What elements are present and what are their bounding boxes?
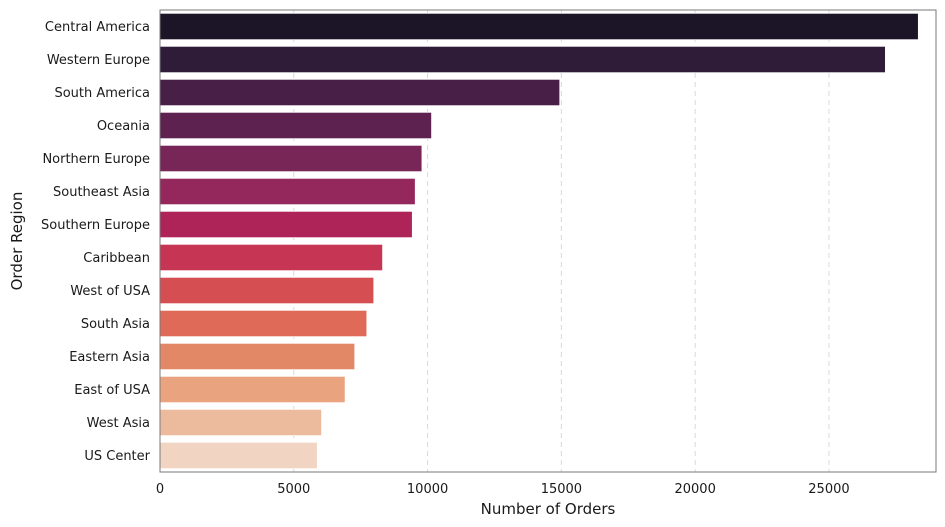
bar-9 (159, 309, 368, 338)
bar-4 (159, 144, 423, 173)
x-tick-label: 15000 (541, 482, 582, 497)
y-tick-label: Oceania (97, 119, 150, 134)
bar-8 (159, 276, 375, 305)
x-tick-label: 0 (156, 482, 164, 497)
x-tick-label: 10000 (407, 482, 448, 497)
bar-7 (159, 243, 384, 272)
bar-10 (159, 342, 356, 371)
bar-6 (159, 210, 413, 239)
x-tick-label: 25000 (808, 482, 849, 497)
y-tick-label: Western Europe (47, 53, 150, 68)
y-tick-label: Southern Europe (41, 218, 150, 233)
bar-13 (159, 441, 318, 470)
y-tick-label: Caribbean (83, 251, 150, 266)
plot-frame (159, 9, 937, 473)
y-tick-label: Central America (45, 20, 150, 35)
y-tick-label: East of USA (74, 383, 150, 398)
bars (159, 12, 919, 470)
bar-2 (159, 78, 561, 107)
bar-5 (159, 177, 416, 206)
bar-11 (159, 375, 346, 404)
y-tick-label: South Asia (81, 317, 150, 332)
y-axis-title: Order Region (8, 192, 26, 291)
x-axis-title: Number of Orders (481, 500, 616, 518)
x-tick-label: 5000 (277, 482, 310, 497)
y-tick-label: Eastern Asia (69, 350, 150, 365)
bar-3 (159, 111, 433, 140)
y-tick-label: US Center (84, 449, 150, 464)
x-tick-label: 20000 (674, 482, 715, 497)
bar-1 (159, 45, 886, 74)
y-tick-label: Southeast Asia (53, 185, 150, 200)
y-tick-label: West of USA (70, 284, 150, 299)
bar-0 (159, 12, 919, 41)
bar-12 (159, 408, 323, 437)
y-tick-label: Northern Europe (42, 152, 150, 167)
y-tick-labels: Central America Western Europe South Ameri… (41, 20, 151, 464)
y-tick-label: South America (54, 86, 150, 101)
y-tick-label: West Asia (87, 416, 150, 431)
x-tick-labels: 0 5000 10000 15000 20000 25000 (156, 482, 850, 497)
